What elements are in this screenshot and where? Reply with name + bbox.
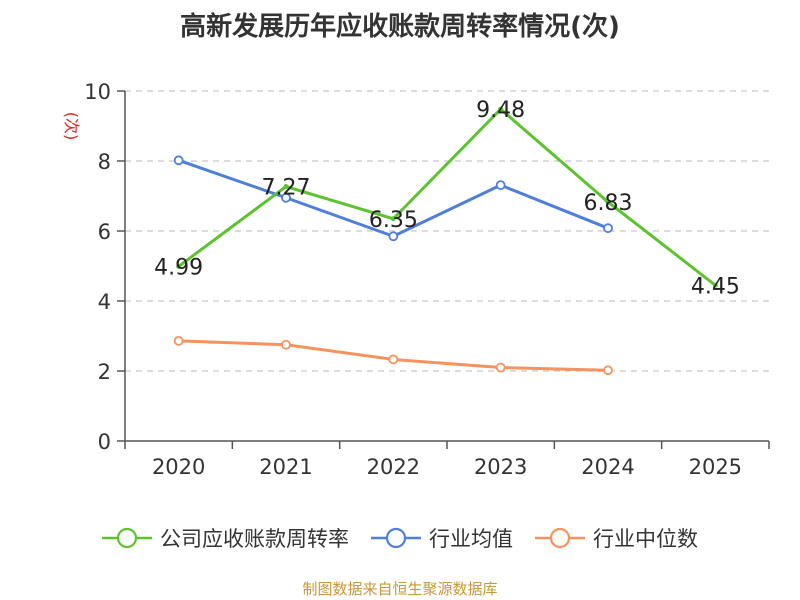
y-tick-label-4: 4	[98, 290, 111, 314]
legend-item-1: 行业均值	[371, 523, 513, 553]
data-label-2020: 4.99	[154, 255, 203, 280]
legend-marker-2	[535, 527, 585, 549]
series-0-point-2021	[283, 184, 289, 190]
legend-marker-0	[102, 527, 152, 549]
x-tick-label-2024: 2024	[581, 455, 634, 479]
y-axis-label: (次)	[62, 112, 81, 141]
series-0-point-2022	[390, 216, 396, 222]
series-2-point-2022	[388, 354, 399, 365]
legend-marker-1	[371, 527, 421, 549]
series-2-point-2020	[173, 335, 184, 346]
data-label-2023: 9.48	[476, 98, 525, 123]
legend-label-0: 公司应收账款周转率	[160, 527, 349, 551]
x-tick-label-2021: 2021	[259, 455, 312, 479]
data-label-2022: 6.35	[369, 208, 418, 233]
data-label-2021: 7.27	[262, 176, 311, 201]
series-0-point-2024	[605, 199, 611, 205]
series-0-point-2025	[712, 282, 718, 288]
series-1-point-2023	[495, 180, 506, 191]
series-1-point-2024	[603, 223, 613, 234]
legend-label-2: 行业中位数	[593, 527, 698, 551]
x-tick-label-2023: 2023	[474, 455, 527, 479]
y-tick-label-8: 8	[98, 150, 111, 174]
x-tick-label-2022: 2022	[367, 455, 420, 479]
series-0-point-2020	[176, 263, 182, 269]
legend-item-0: 公司应收账款周转率	[102, 523, 349, 553]
y-tick-label-10: 10	[84, 80, 111, 104]
series-0-point-2023	[498, 106, 504, 112]
legend-label-1: 行业均值	[429, 527, 513, 551]
series-line-0	[177, 107, 717, 287]
y-tick-label-0: 0	[98, 430, 111, 454]
y-tick-label-2: 2	[98, 360, 111, 384]
x-tick-label-2020: 2020	[152, 455, 205, 479]
data-label-2024: 6.83	[584, 191, 633, 216]
series-2-point-2023	[495, 362, 506, 373]
x-tick-label-2025: 2025	[689, 455, 742, 479]
legend-item-2: 行业中位数	[535, 523, 698, 553]
series-1-point-2021	[281, 192, 291, 203]
source-note: 制图数据来自恒生聚源数据库	[302, 580, 498, 598]
series-1-point-2020	[173, 155, 184, 166]
series-2-point-2021	[281, 339, 291, 350]
legend: 公司应收账款周转率 行业均值 行业中位数	[0, 518, 800, 558]
data-label-2025: 4.45	[691, 274, 740, 299]
series-2-point-2024	[603, 365, 613, 376]
y-tick-label-6: 6	[98, 220, 111, 244]
series-1-point-2022	[388, 231, 399, 242]
chart-title: 高新发展历年应收账款周转率情况(次)	[180, 12, 620, 42]
